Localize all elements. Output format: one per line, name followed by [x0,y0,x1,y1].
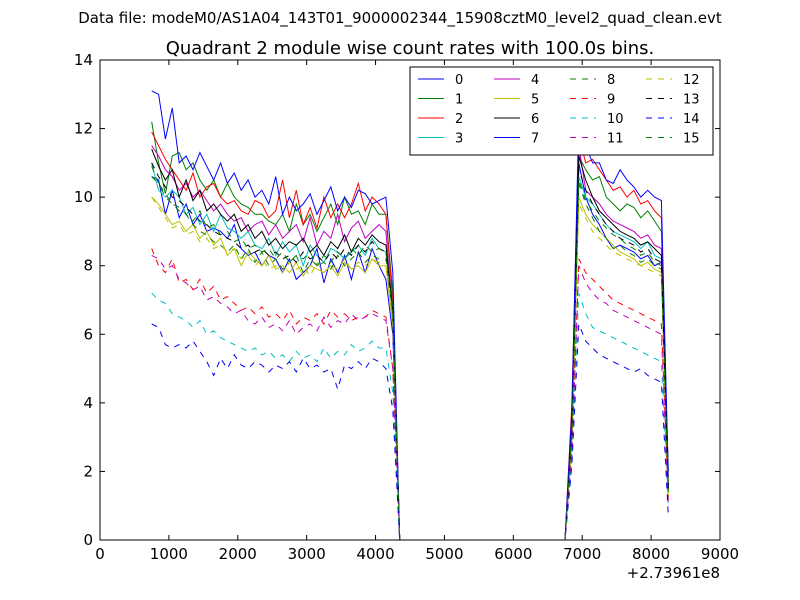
series-line-5 [151,196,669,540]
chart-suptitle: Data file: modeM0/AS1A04_143T01_90000023… [78,9,722,28]
legend-label-10: 10 [607,112,624,127]
legend-label-6: 6 [531,112,539,127]
x-tick-label: 3000 [288,545,326,563]
legend-label-12: 12 [683,73,700,88]
series-line-8 [151,166,669,540]
legend-label-14: 14 [683,112,700,127]
legend-label-5: 5 [531,93,539,108]
x-tick-label: 6000 [494,545,532,563]
series-line-15 [151,176,669,540]
series-line-0 [151,162,669,540]
series-line-14 [151,323,669,540]
x-tick-label: 1000 [150,545,188,563]
y-tick-label: 12 [74,120,93,138]
series-line-7 [151,90,669,540]
legend-label-2: 2 [455,112,463,127]
series-line-12 [151,196,669,540]
legend-label-9: 9 [607,93,615,108]
y-tick-label: 8 [83,257,93,275]
legend-label-4: 4 [531,73,539,88]
legend-label-15: 15 [683,132,700,147]
y-tick-label: 14 [74,51,93,69]
series-line-10 [151,292,669,540]
axis-ticks: 0 1000 2000 3000 4000 5000 6000 7000 8000 9000 0 2 4… [74,51,739,563]
series-line-11 [151,254,669,540]
plot-area-frame [99,59,721,541]
x-tick-label: 7000 [563,545,601,563]
y-tick-label: 2 [83,462,93,480]
series-line-6 [151,148,669,540]
series-line-1 [151,121,669,540]
x-tick-label: 4000 [356,545,394,563]
legend-label-8: 8 [607,73,615,88]
legend-label-13: 13 [683,93,700,108]
series-line-9 [151,248,669,540]
series-line-2 [151,131,669,540]
x-axis-offset-label: +2.73961e8 [627,564,720,582]
y-tick-label: 10 [74,188,93,206]
legend-label-3: 3 [455,132,463,147]
y-tick-label: 6 [83,325,93,343]
chart-title: Quadrant 2 module wise count rates with … [166,38,655,59]
legend-label-11: 11 [607,132,624,147]
series-layer [151,90,669,540]
series-line-4 [151,145,669,540]
legend-label-7: 7 [531,132,539,147]
legend-label-1: 1 [455,93,463,108]
x-tick-label: 8000 [632,545,670,563]
x-tick-label: 9000 [701,545,739,563]
x-tick-label: 0 [95,545,105,563]
y-tick-label: 0 [83,531,93,549]
y-tick-label: 4 [83,394,93,412]
x-tick-label: 5000 [425,545,463,563]
legend-label-0: 0 [455,73,463,88]
legend-frame [409,66,714,156]
x-tick-label: 2000 [219,545,257,563]
